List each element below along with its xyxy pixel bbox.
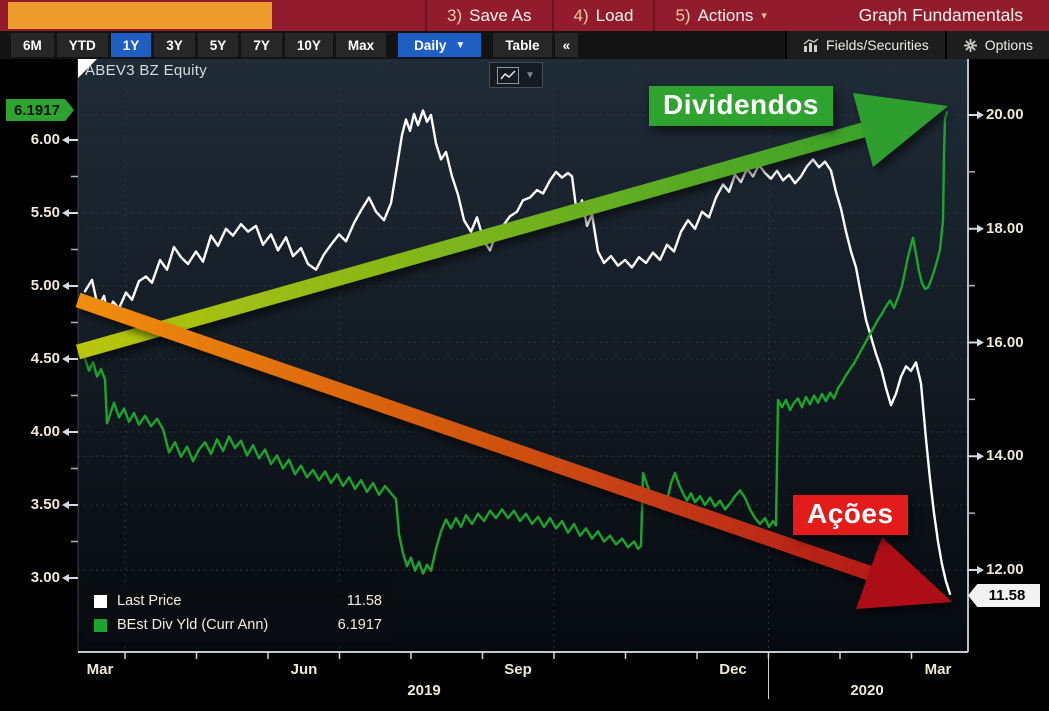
right-axis-value-badge: 11.58 — [968, 584, 1040, 607]
series-line-best-div-yld-curr-ann- — [83, 111, 949, 575]
shares-annotation-label: Ações — [793, 495, 908, 535]
shares-trend-arrow — [75, 292, 952, 609]
series-lines — [83, 109, 952, 596]
legend-label: Last Price — [117, 593, 182, 609]
table-button[interactable]: Table — [493, 33, 552, 57]
range-button-10y[interactable]: 10Y — [284, 33, 333, 57]
range-button-max[interactable]: Max — [335, 33, 387, 57]
collapse-toolbar-button[interactable]: « — [554, 33, 579, 57]
actions-shortcut: 5) — [675, 5, 691, 25]
legend-value: 11.58 — [346, 593, 382, 609]
range-button-6m[interactable]: 6M — [11, 33, 54, 57]
range-button-ytd[interactable]: YTD — [56, 33, 108, 57]
actions-menu-item[interactable]: 5) Actions ▾ — [653, 0, 786, 31]
dividends-trend-arrow — [75, 93, 948, 360]
options-button[interactable]: Options — [944, 31, 1049, 59]
chevron-down-icon: ▼ — [525, 69, 535, 81]
legend-swatch — [94, 618, 107, 632]
fields-securities-button[interactable]: Fields/Securities — [785, 31, 945, 59]
dividends-annotation-label: Dividendos — [649, 86, 833, 126]
page-title: Graph Fundamentals — [858, 5, 1023, 25]
load-menu-item[interactable]: 4) Load — [551, 0, 654, 31]
save-as-shortcut: 3) — [447, 5, 463, 25]
chart-bars-icon — [803, 38, 819, 52]
legend-swatch — [94, 594, 107, 608]
gear-icon — [963, 38, 977, 52]
plot-corner-marker — [78, 59, 97, 78]
range-button-1y[interactable]: 1Y — [110, 33, 152, 57]
legend-label: BEst Div Yld (Curr Ann) — [117, 617, 269, 633]
chart-type-dropdown[interactable]: ▼ — [489, 62, 543, 88]
legend-item-1[interactable]: BEst Div Yld (Curr Ann) 6.1917 — [94, 613, 382, 637]
frequency-dropdown[interactable]: Daily ▼ — [398, 33, 482, 57]
security-title: ABEV3 BZ Equity — [85, 62, 208, 79]
legend-item-0[interactable]: Last Price 11.58 — [94, 589, 382, 613]
range-button-5y[interactable]: 5Y — [197, 33, 239, 57]
chart-legend: Last Price 11.58 BEst Div Yld (Curr Ann) 6.… — [84, 582, 392, 642]
series-line-last-price — [83, 109, 952, 596]
load-shortcut: 4) — [573, 5, 589, 25]
range-button-3y[interactable]: 3Y — [154, 33, 195, 57]
range-button-7y[interactable]: 7Y — [241, 33, 282, 57]
chevron-down-icon: ▾ — [761, 10, 767, 22]
save-as-menu-item[interactable]: 3) Save As — [425, 0, 552, 31]
left-axis-value-badge: 6.1917 — [6, 99, 74, 121]
toolbar-right-group: Fields/Securities Options — [785, 31, 1049, 59]
range-buttons-group: 6M YTD 1Y 3Y 5Y 7Y 10Y Max — [8, 33, 387, 57]
range-toolbar: 6M YTD 1Y 3Y 5Y 7Y 10Y Max Daily ▼ Table « Fiel… — [0, 31, 1049, 59]
security-input-field[interactable] — [8, 2, 272, 29]
line-chart-icon — [497, 66, 520, 84]
chevron-down-icon: ▼ — [455, 39, 466, 51]
axes — [62, 59, 984, 699]
legend-value: 6.1917 — [337, 617, 382, 633]
